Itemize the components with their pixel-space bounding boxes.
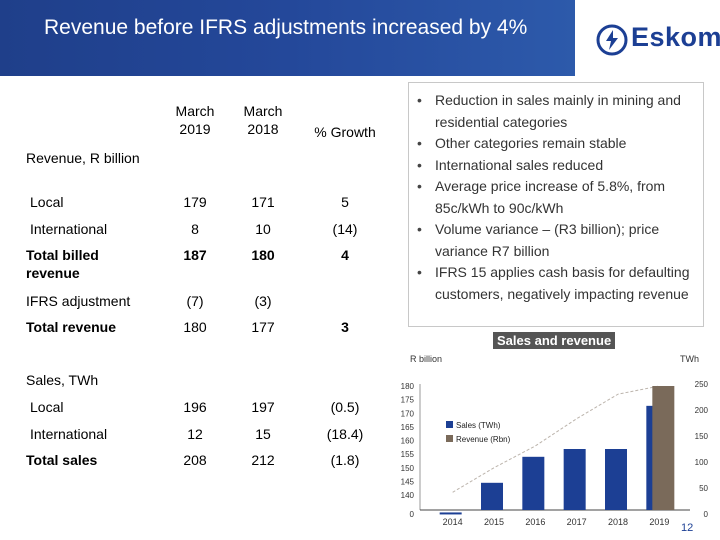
value-cell: 12 bbox=[187, 426, 203, 442]
value-cell: 8 bbox=[191, 221, 199, 237]
bullet-item: International sales reduced bbox=[417, 155, 703, 177]
left-axis-tick-label: 175 bbox=[401, 396, 415, 405]
value-cell: (18.4) bbox=[326, 426, 364, 442]
bar-sales bbox=[563, 449, 586, 510]
x-tick-label: 2015 bbox=[484, 517, 504, 527]
left-axis-tick-label: 170 bbox=[401, 409, 415, 418]
bullet-textbox: Reduction in sales mainly in mining and … bbox=[408, 82, 704, 327]
left-axis-tick-label: 145 bbox=[401, 477, 415, 486]
col-header-march-2018: March 2018 bbox=[243, 103, 283, 137]
col-header-growth: % Growth bbox=[314, 124, 376, 140]
value-cell: 197 bbox=[251, 399, 275, 415]
value-cell: 180 bbox=[183, 319, 207, 335]
bullet-item: Average price increase of 5.8%, from 85c… bbox=[417, 176, 703, 219]
x-tick-label: 2019 bbox=[649, 517, 669, 527]
legend-swatch-revenue bbox=[446, 435, 453, 442]
x-tick-label: 2016 bbox=[525, 517, 545, 527]
value-cell: 179 bbox=[183, 194, 207, 210]
legend-label-revenue: Revenue (Rbn) bbox=[456, 435, 511, 444]
bullet-list: Reduction in sales mainly in mining and … bbox=[409, 83, 703, 305]
value-cell: 180 bbox=[251, 247, 275, 263]
value-cell: 212 bbox=[251, 452, 275, 468]
slide-title: Revenue before IFRS adjustments increase… bbox=[44, 16, 528, 39]
left-axis-tick-label: 150 bbox=[401, 464, 415, 473]
bullet-item: Volume variance – (R3 billion); price va… bbox=[417, 219, 703, 262]
row-label-international: International bbox=[30, 221, 108, 237]
row-label-local: Local bbox=[30, 399, 64, 415]
right-axis-tick-label: 0 bbox=[704, 510, 709, 519]
value-cell: 15 bbox=[255, 426, 271, 442]
right-axis-tick-label: 50 bbox=[699, 484, 708, 493]
right-axis-tick-label: 150 bbox=[695, 432, 709, 441]
revenue-section-label: Revenue, R billion bbox=[26, 150, 140, 166]
left-axis-tick-label: 180 bbox=[401, 382, 415, 391]
bar-sales bbox=[439, 512, 462, 515]
page-number: 12 bbox=[681, 522, 694, 534]
row-label-international: International bbox=[30, 426, 108, 442]
bar-sales bbox=[481, 482, 503, 510]
row-label-local: Local bbox=[30, 194, 64, 210]
value-cell: 196 bbox=[183, 399, 207, 415]
value-cell: 171 bbox=[251, 194, 275, 210]
row-label-total-sales: Total sales bbox=[26, 452, 98, 468]
value-cell: 187 bbox=[183, 247, 207, 263]
left-axis-label: R billion bbox=[410, 354, 442, 364]
chart-title: Sales and revenue bbox=[493, 332, 616, 349]
value-cell: 4 bbox=[341, 247, 349, 263]
value-cell: (14) bbox=[332, 221, 358, 237]
value-cell: 177 bbox=[251, 319, 275, 335]
bar-sales bbox=[605, 449, 627, 510]
legend-label-sales: Sales (TWh) bbox=[456, 421, 501, 430]
x-tick-label: 2018 bbox=[608, 517, 628, 527]
value-cell: (3) bbox=[254, 293, 272, 309]
right-axis-label: TWh bbox=[680, 354, 699, 364]
value-cell: (7) bbox=[186, 293, 204, 309]
row-label-total-billed: Total billed revenue bbox=[26, 247, 99, 281]
row-label-total-revenue: Total revenue bbox=[26, 319, 116, 335]
value-cell: (1.8) bbox=[330, 452, 360, 468]
bar-revenue bbox=[652, 386, 675, 510]
value-cell: 3 bbox=[341, 319, 349, 335]
value-cell: 208 bbox=[183, 452, 207, 468]
sales-revenue-chart: R billion TWh 0 140 145 150 155 160 165 170 175 180… bbox=[401, 354, 709, 527]
revenue-line bbox=[452, 385, 660, 493]
left-axis-tick-label: 140 bbox=[401, 491, 415, 500]
value-cell: 10 bbox=[255, 221, 271, 237]
x-tick-label: 2014 bbox=[443, 517, 463, 527]
bullet-item: Reduction in sales mainly in mining and … bbox=[417, 90, 703, 133]
sales-section-label: Sales, TWh bbox=[26, 372, 99, 388]
x-tick-label: 2017 bbox=[567, 517, 587, 527]
left-axis-tick-label: 155 bbox=[401, 450, 415, 459]
left-axis-tick-label: 160 bbox=[401, 437, 415, 446]
right-axis-tick-label: 250 bbox=[695, 380, 709, 389]
right-axis-tick-label: 200 bbox=[695, 406, 709, 415]
bullet-item: IFRS 15 applies cash basis for defaultin… bbox=[417, 262, 703, 305]
col-header-march-2019: March 2019 bbox=[175, 103, 215, 137]
bar-sales bbox=[522, 456, 545, 510]
left-axis-tick-label: 0 bbox=[410, 510, 415, 519]
legend-swatch-sales bbox=[446, 421, 453, 428]
eskom-logo-icon bbox=[596, 24, 628, 56]
bullet-item: Other categories remain stable bbox=[417, 133, 703, 155]
left-axis-tick-label: 165 bbox=[401, 423, 415, 432]
right-axis-tick-label: 100 bbox=[695, 458, 709, 467]
value-cell: 5 bbox=[341, 194, 349, 210]
logo-text: Eskom bbox=[631, 22, 720, 52]
value-cell: (0.5) bbox=[330, 399, 360, 415]
row-label-ifrs-adjustment: IFRS adjustment bbox=[26, 293, 131, 309]
